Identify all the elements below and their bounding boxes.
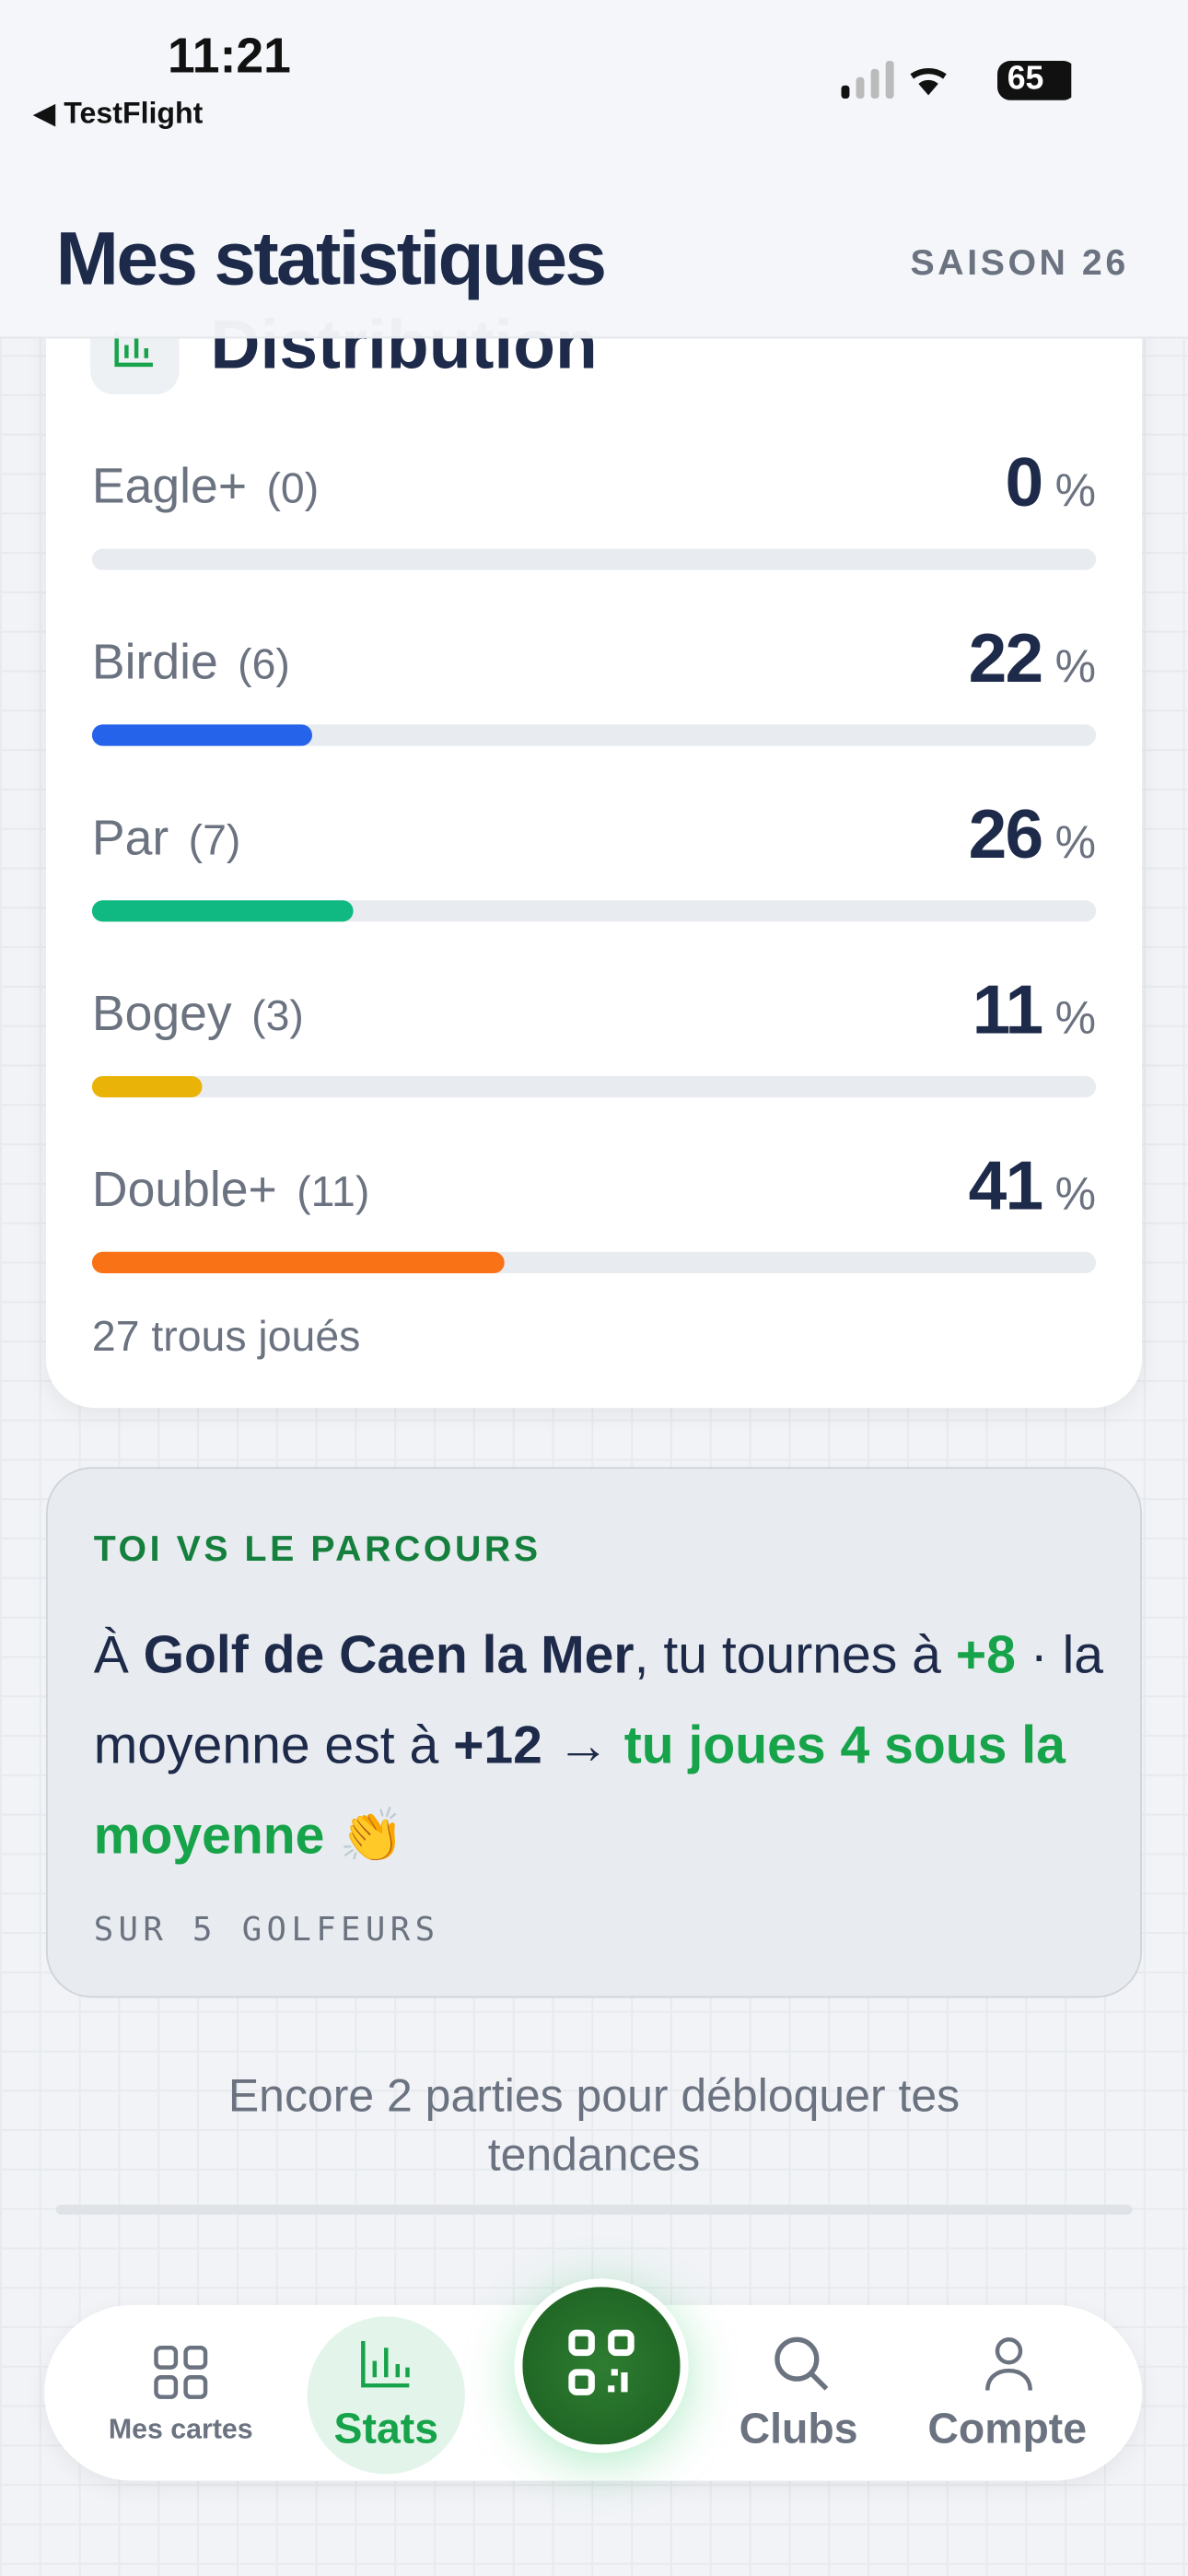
row-label: Birdie (91, 636, 218, 690)
row-count: (11) (297, 1166, 370, 1216)
row-label-group: Bogey (3) (92, 988, 304, 1044)
row-percent: 0 (1005, 443, 1043, 521)
account-icon[interactable] (981, 2335, 1037, 2394)
battery-level: 65 (1007, 60, 1044, 98)
row-count: (3) (251, 990, 304, 1040)
row-count: (7) (188, 814, 241, 864)
stats-icon[interactable] (358, 2335, 414, 2391)
bar-track (91, 900, 1097, 922)
bar-track (91, 1075, 1097, 1098)
row-percent-group: 26% (969, 795, 1096, 874)
row-label-group: Par (7) (92, 812, 240, 868)
row-unit: % (1054, 992, 1097, 1044)
bar (91, 900, 354, 922)
tab-clubs[interactable]: Clubs (739, 2403, 858, 2453)
row-count: (6) (238, 638, 290, 689)
row-count: (0) (266, 463, 320, 513)
row-label-group: Eagle+ (0) (92, 460, 319, 516)
row-percent-group: 0% (1005, 443, 1096, 522)
bar (91, 724, 313, 746)
status-time: 11:21 (167, 29, 291, 84)
text: → (542, 1715, 624, 1774)
row-percent: 41 (968, 1146, 1044, 1224)
chart-icon-glyph (114, 332, 153, 368)
row-percent: 11 (972, 970, 1043, 1048)
qr-icon[interactable] (522, 2287, 680, 2444)
active-tab-highlight (307, 2316, 465, 2475)
separator (55, 2205, 1133, 2215)
bar (91, 1251, 504, 1273)
scan-button[interactable] (514, 2278, 689, 2453)
holes-played: 27 trous joués (91, 1310, 361, 1361)
distribution-card: Distribution Eagle+ (0) 0% Birdie (6) 22% Par(… (45, 246, 1143, 1409)
row-percent-group: 41% (969, 1147, 1096, 1226)
row-label: Bogey (91, 987, 232, 1042)
comparison-card: TOI VS LE PARCOURS À Golf de Caen la Mer… (45, 1467, 1143, 1998)
row-label: Par (91, 811, 169, 866)
back-to-app[interactable]: ◀ TestFlight (32, 97, 204, 130)
text: · la moyenne est à (93, 1624, 1104, 1774)
text: À (93, 1624, 144, 1684)
verdict: tu joues 4 sous la moyenne (93, 1715, 1066, 1865)
tab-stats[interactable]: Stats (333, 2403, 438, 2453)
row-label: Eagle+ (91, 460, 248, 515)
tab-cards[interactable]: Mes cartes (108, 2413, 253, 2445)
bar-track (91, 548, 1097, 570)
comparison-note: SUR 5 GOLFEURS (93, 1909, 440, 1949)
comparison-kicker: TOI VS LE PARCOURS (93, 1528, 542, 1569)
emoji: 👏 (324, 1805, 405, 1865)
text: , tu tournes à (634, 1624, 956, 1684)
status-icons (841, 60, 1072, 100)
row-percent: 26 (968, 795, 1044, 872)
row-unit: % (1054, 816, 1097, 868)
average-score: +12 (453, 1715, 542, 1774)
back-app-label[interactable]: TestFlight (64, 97, 204, 130)
row-unit: % (1054, 640, 1097, 692)
row-percent-group: 11% (973, 971, 1096, 1050)
top-bar: 11:21 ◀ TestFlight 65 Mes statistiques S… (0, 0, 1188, 339)
row-percent-group: 22% (969, 619, 1096, 698)
cards-icon[interactable] (153, 2345, 209, 2401)
search-icon[interactable] (773, 2335, 832, 2394)
bar (91, 1075, 203, 1098)
unlock-message: Encore 2 parties pour débloquer tes tend… (227, 2069, 961, 2181)
row-label: Double+ (91, 1163, 277, 1218)
tab-account[interactable]: Compte (927, 2403, 1088, 2453)
row-unit: % (1054, 1167, 1097, 1220)
row-label-group: Birdie (6) (92, 636, 290, 692)
tab-bar: Mes cartes Stats Clubs Compte (44, 2278, 1143, 2481)
row-unit: % (1054, 464, 1097, 516)
row-label-group: Double+ (11) (92, 1164, 369, 1220)
comparison-text: À Golf de Caen la Mer, tu tournes à +8 ·… (94, 1610, 1112, 1881)
course-name: Golf de Caen la Mer (143, 1624, 635, 1684)
row-percent: 22 (968, 619, 1044, 697)
season-label: SAISON 26 (910, 241, 1129, 283)
player-score: +8 (955, 1624, 1016, 1684)
bar-track (91, 724, 1097, 746)
page-title: Mes statistiques (55, 215, 607, 301)
bar-track (91, 1251, 1097, 1273)
